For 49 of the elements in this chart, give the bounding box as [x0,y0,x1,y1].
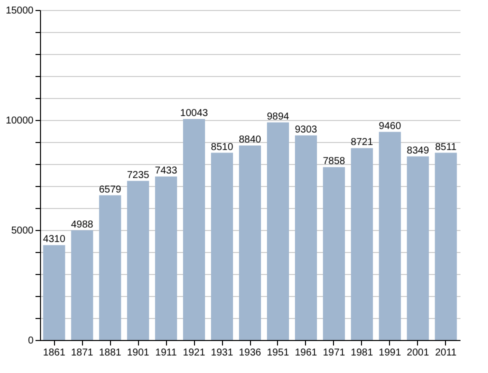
data-label: 8349 [406,145,430,156]
y-tick-label: 15000 [6,6,34,16]
bar [294,135,317,340]
x-tick-label: 1951 [266,348,290,358]
bar [99,195,122,340]
x-tick-label: 1881 [98,348,122,358]
x-tick-label: 1911 [155,348,178,358]
bar [350,148,373,340]
bar [239,146,261,340]
data-label: 9303 [294,124,318,136]
data-label: 4988 [70,219,94,230]
bar [127,180,150,340]
data-label: 8511 [435,142,458,153]
data-label: 8721 [350,137,374,148]
data-label: 8510 [210,142,234,153]
bar [43,245,66,340]
x-tick-label: 1981 [350,348,374,358]
x-tick-label: 1961 [294,348,318,358]
x-tick-label: 2011 [435,348,458,358]
data-label: 8840 [238,134,262,146]
x-tick-label: 1936 [238,348,262,358]
data-label: 7858 [322,156,346,168]
data-label: 6579 [98,184,122,196]
bar [434,152,457,340]
x-tick-label: 1871 [70,348,94,358]
bar [155,176,178,340]
y-tick-label: 0 [28,336,34,346]
bar [406,156,429,340]
data-label: 7433 [154,165,178,176]
bar [71,230,94,340]
bar [211,152,234,340]
data-label: 9460 [378,120,402,132]
data-label: 7235 [126,170,150,181]
x-tick-label: 1921 [182,348,206,358]
data-label: 10043 [180,108,208,120]
x-tick-label: 1971 [322,348,346,358]
bar [266,122,289,340]
x-tick-label: 1931 [210,348,234,358]
x-tick-label: 2001 [406,348,430,358]
bar [322,167,345,340]
data-label: 4310 [43,234,66,246]
x-tick-label: 1901 [126,348,150,358]
bar [378,132,401,340]
data-label: 9894 [266,111,290,122]
x-tick-label: 1991 [378,348,402,358]
y-tick-label: 5000 [11,226,34,236]
x-tick-label: 1861 [43,348,66,358]
y-tick-label: 10000 [6,116,34,126]
bar [183,119,206,340]
